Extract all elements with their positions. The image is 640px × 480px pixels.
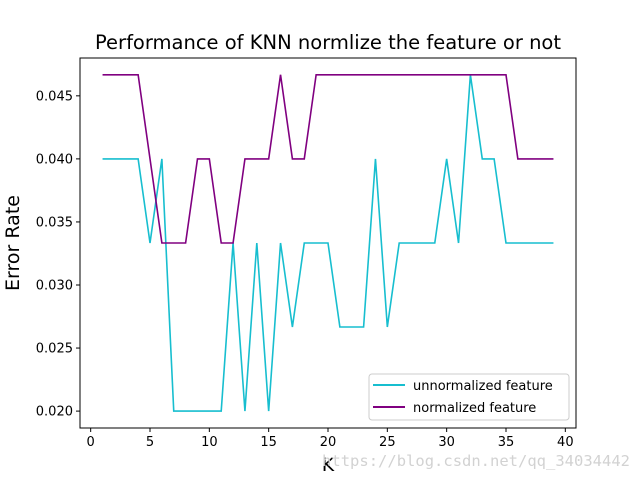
legend-label-normalized-feature: normalized feature xyxy=(413,401,536,416)
legend: unnormalized feature normalized feature xyxy=(368,373,570,421)
x-tick-label-10: 10 xyxy=(201,435,218,450)
y-tick-label-0.045: 0.045 xyxy=(36,89,73,104)
x-axis-label: K xyxy=(322,454,335,476)
y-tick-label-0.035: 0.035 xyxy=(36,215,73,230)
x-tick-label-30: 30 xyxy=(438,435,455,450)
x-tick-label-0: 0 xyxy=(87,435,95,450)
y-tick-label-0.040: 0.040 xyxy=(36,152,73,167)
y-tick-label-0.025: 0.025 xyxy=(36,342,73,357)
y-tick-label-0.030: 0.030 xyxy=(36,278,73,293)
watermark: https://blog.csdn.net/qq_34034442 xyxy=(322,452,630,470)
x-tick-label-5: 5 xyxy=(146,435,154,450)
x-tick-label-15: 15 xyxy=(260,435,277,450)
legend-label-unnormalized-feature: unnormalized feature xyxy=(413,379,553,394)
series-line-unnormalized-feature xyxy=(102,74,554,412)
x-tick-label-40: 40 xyxy=(557,435,574,450)
y-axis-label: Error Rate xyxy=(2,195,24,291)
legend-box xyxy=(368,373,570,421)
x-tick-label-35: 35 xyxy=(498,435,515,450)
chart-title: Performance of KNN normlize the feature … xyxy=(95,31,561,54)
x-axis: 0 5 10 15 20 25 30 35 40 xyxy=(87,428,574,450)
series-line-normalized-feature xyxy=(102,73,554,244)
x-tick-label-25: 25 xyxy=(379,435,396,450)
y-tick-label-0.020: 0.020 xyxy=(36,405,73,420)
x-tick-label-20: 20 xyxy=(320,435,337,450)
y-axis: 0.020 0.025 0.030 0.035 0.040 0.045 xyxy=(36,89,80,420)
series-layer xyxy=(102,73,554,412)
